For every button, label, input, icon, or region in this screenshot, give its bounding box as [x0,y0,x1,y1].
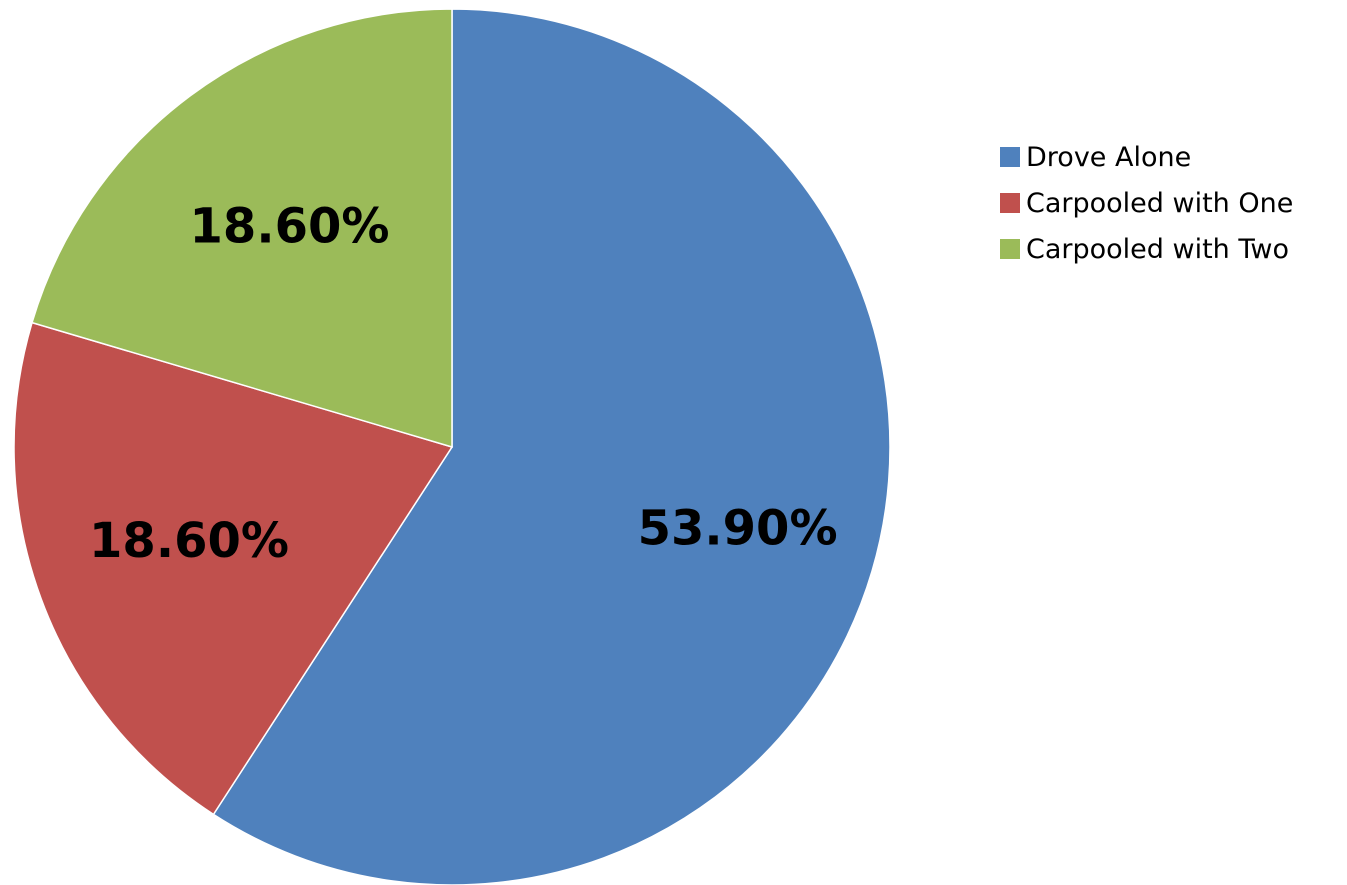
pie-data-labels: 53.90% 18.60% 18.60% [89,198,838,569]
data-label-drove-alone: 53.90% [638,501,838,557]
legend-label-carpooled-with-two: Carpooled with Two [1026,233,1289,265]
data-label-carpooled-with-one: 18.60% [89,513,289,569]
pie-slices [13,8,891,885]
legend-swatch-carpooled-with-one [1000,193,1020,213]
chart-legend: Drove Alone Carpooled with One Carpooled… [1000,134,1293,272]
legend-swatch-drove-alone [1000,147,1020,167]
legend-item-carpooled-with-two: Carpooled with Two [1000,226,1293,272]
legend-label-drove-alone: Drove Alone [1026,141,1192,173]
legend-item-carpooled-with-one: Carpooled with One [1000,180,1293,226]
data-label-carpooled-with-two: 18.60% [190,198,390,254]
pie-slice-carpooled-with-two [31,8,453,449]
legend-label-carpooled-with-one: Carpooled with One [1026,187,1294,219]
legend-item-drove-alone: Drove Alone [1000,134,1293,180]
pie-slice-carpooled-with-one [13,321,454,816]
legend-swatch-carpooled-with-two [1000,239,1020,259]
